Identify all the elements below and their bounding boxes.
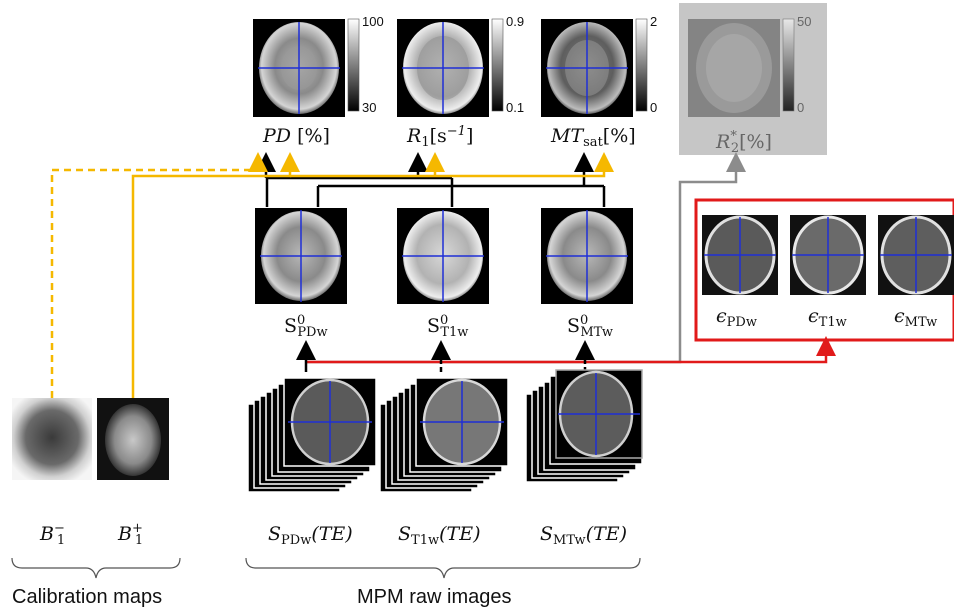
raw-to-s0-connectors	[296, 340, 595, 372]
error-t1w-label: ϵT1w	[808, 305, 847, 330]
s0-t1w-label: S0 T1w	[427, 313, 468, 340]
r1-cmin: 0.1	[506, 100, 524, 115]
b1-minus-image	[12, 398, 92, 480]
mtsat-colorbar	[635, 18, 648, 112]
calibration-maps-caption: Calibration maps	[12, 586, 162, 608]
pd-cmax: 100	[362, 14, 384, 29]
r2star-colorbar	[782, 18, 795, 112]
error-pdw-image	[702, 215, 778, 295]
pd-label: PD [%]	[262, 125, 330, 147]
raw-t1w-stack	[379, 377, 509, 493]
mtsat-cmax: 2	[650, 14, 657, 29]
red-error-connector	[306, 336, 836, 364]
error-t1w-image	[790, 215, 866, 295]
s0-pdw-image	[255, 208, 347, 304]
r2star-label: R* 2[%]	[715, 129, 772, 156]
r1-cmax: 0.9	[506, 14, 524, 29]
mtsat-map-image	[541, 19, 633, 117]
pd-cmin: 30	[362, 100, 376, 115]
r1-colorbar	[491, 18, 504, 112]
r2star-map-image	[688, 19, 780, 117]
gray-r2star-connector	[306, 152, 746, 364]
error-mtw-label: ϵMTw	[894, 305, 937, 330]
mpm-raw-images-caption: MPM raw images	[357, 586, 511, 608]
s0-t1w-image	[397, 208, 489, 304]
yellow-connectors	[50, 152, 614, 398]
s0-mtw-label: S0 MTw	[567, 313, 613, 340]
mtsat-label: MTsat[%]	[550, 125, 636, 150]
b1-plus-label: B+ 1	[117, 521, 143, 548]
b1-plus-image	[97, 398, 169, 480]
pd-colorbar	[347, 18, 360, 112]
raw-mtw-stack	[525, 369, 643, 483]
pd-map-image	[253, 19, 345, 117]
raw-pdw-stack	[247, 377, 377, 493]
r1-map-image	[397, 19, 489, 117]
raw-pdw-label: SPDw(TE)	[268, 523, 353, 548]
error-pdw-label: ϵPDw	[716, 305, 757, 330]
r2star-cmin: 0	[797, 100, 804, 115]
raw-t1w-label: ST1w(TE)	[398, 523, 480, 548]
black-connectors	[256, 152, 606, 207]
s0-mtw-image	[541, 208, 633, 304]
mtsat-cmin: 0	[650, 100, 657, 115]
r1-label: R1[s−1]	[406, 124, 473, 150]
r2star-cmax: 50	[797, 14, 811, 29]
raw-brace	[245, 557, 641, 579]
calibration-brace	[11, 557, 181, 579]
s0-pdw-label: S0 PDw	[284, 313, 328, 340]
b1-minus-label: B− 1	[39, 521, 65, 548]
raw-mtw-label: SMTw(TE)	[540, 523, 627, 548]
error-mtw-image	[878, 215, 954, 295]
